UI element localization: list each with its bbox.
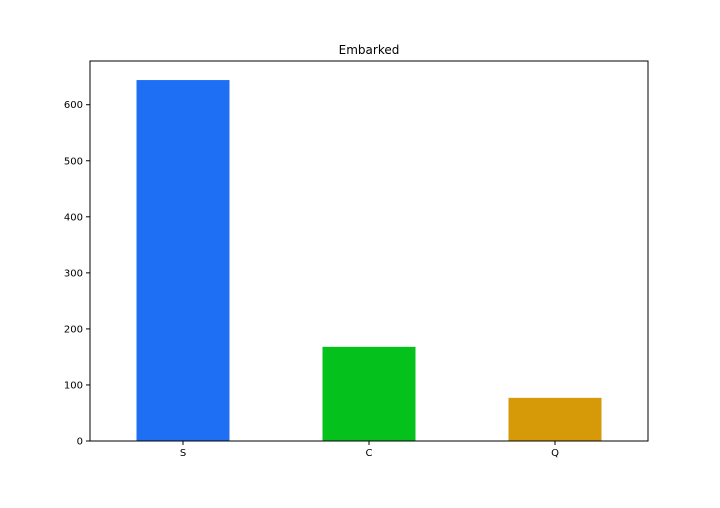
- x-tick-label: S: [180, 448, 186, 459]
- y-tick-label: 0: [77, 437, 83, 448]
- y-tick-label: 400: [64, 212, 83, 223]
- bar-q: [508, 397, 602, 441]
- x-tick-label: Q: [551, 448, 559, 459]
- y-tick-label: 100: [64, 380, 83, 391]
- y-tick-label: 500: [64, 156, 83, 167]
- bar-c: [322, 346, 416, 441]
- y-tick-label: 300: [64, 268, 83, 279]
- bar-s: [136, 80, 230, 442]
- x-tick-label: C: [366, 448, 373, 459]
- chart-title: Embarked: [339, 43, 400, 57]
- plot-frame: [89, 60, 649, 442]
- y-tick-label: 200: [64, 324, 83, 335]
- y-tick-label: 600: [64, 100, 83, 111]
- bars: [136, 80, 602, 442]
- y-axis: 0 100 200 300 400 500 600: [64, 100, 90, 448]
